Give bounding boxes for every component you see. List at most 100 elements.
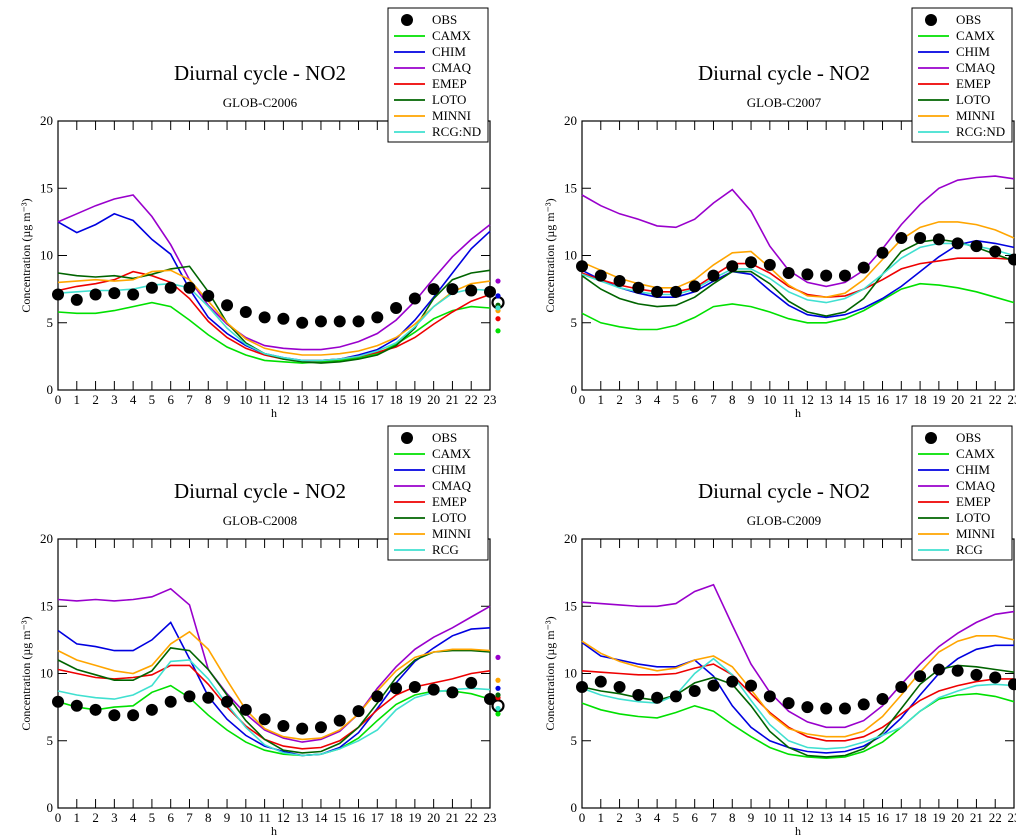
series-line-minni — [57, 630, 491, 741]
obs-point — [239, 305, 252, 318]
x-tick-label: 3 — [111, 810, 118, 825]
chart-panel-2006: Diurnal cycle - NO2 GLOB-C2006 0 1 2 3 4 5 6 7 8 9 1… — [0, 0, 508, 420]
x-tick-label: 12 — [801, 810, 814, 825]
x-tick-label: 17 — [895, 392, 909, 407]
mean-marker-loto — [495, 692, 501, 698]
chart-title: Diurnal cycle - NO2 — [698, 479, 870, 503]
x-tick-label: 15 — [333, 392, 346, 407]
x-axis-label: h — [271, 824, 277, 836]
x-tick-label: 0 — [579, 810, 586, 825]
legend-label: CAMX — [956, 446, 996, 461]
mean-marker-camx — [495, 711, 501, 717]
x-tick-label: 10 — [239, 392, 252, 407]
obs-point — [70, 293, 83, 306]
x-tick-label: 12 — [277, 810, 290, 825]
x-tick-label: 2 — [616, 810, 623, 825]
obs-point — [1008, 678, 1016, 691]
obs-point — [857, 261, 870, 274]
obs-point — [820, 702, 833, 715]
series-line-rcg-nd — [581, 242, 1015, 304]
chart-title: Diurnal cycle - NO2 — [174, 61, 346, 85]
obs-point — [782, 266, 795, 279]
y-tick-label: 15 — [564, 180, 577, 195]
obs-point — [632, 689, 645, 702]
x-tick-label: 9 — [224, 392, 231, 407]
x-tick-label: 17 — [371, 392, 385, 407]
obs-point — [202, 691, 215, 704]
mean-marker-minni — [495, 677, 501, 683]
y-tick-label: 10 — [564, 666, 577, 681]
x-tick-label: 5 — [673, 392, 680, 407]
obs-point — [314, 721, 327, 734]
obs-point — [745, 256, 758, 269]
obs-point — [296, 316, 309, 329]
x-tick-label: 14 — [314, 392, 328, 407]
x-tick-label: 18 — [390, 392, 403, 407]
x-tick-label: 20 — [427, 392, 440, 407]
series-line-camx — [57, 684, 491, 757]
series-line-loto — [57, 647, 491, 754]
obs-point — [726, 260, 739, 273]
legend-label: CHIM — [432, 44, 466, 59]
y-tick-label: 0 — [571, 382, 578, 397]
obs-point — [70, 699, 83, 712]
x-tick-label: 18 — [914, 392, 927, 407]
x-tick-label: 2 — [616, 392, 623, 407]
obs-point — [333, 315, 346, 328]
x-tick-label: 10 — [239, 810, 252, 825]
legend-label: OBS — [956, 430, 981, 445]
x-tick-label: 4 — [130, 810, 137, 825]
x-tick-label: 9 — [224, 810, 231, 825]
x-tick-label: 9 — [748, 810, 755, 825]
series-line-rcg — [581, 657, 1015, 750]
obs-point — [820, 269, 833, 282]
x-tick-label: 16 — [352, 810, 366, 825]
obs-point — [446, 686, 459, 699]
legend-label: LOTO — [432, 92, 466, 107]
x-axis-label: h — [795, 406, 801, 420]
obs-point — [763, 690, 776, 703]
chart-panel-2008: Diurnal cycle - NO2 GLOB-C2008 0 1 2 3 4 5 6 7 8 9 1… — [0, 418, 508, 836]
legend-box — [911, 425, 1013, 561]
x-tick-label: 12 — [801, 392, 814, 407]
legend-obs-marker — [401, 14, 413, 26]
x-tick-label: 13 — [820, 810, 833, 825]
x-tick-label: 15 — [333, 810, 346, 825]
obs-point — [239, 703, 252, 716]
chart-title: Diurnal cycle - NO2 — [698, 61, 870, 85]
series-line-camx — [581, 692, 1015, 760]
x-tick-label: 5 — [673, 810, 680, 825]
legend-label: CHIM — [432, 462, 466, 477]
legend-label: RCG — [432, 542, 459, 557]
obs-point — [763, 258, 776, 271]
legend-label: RCG:ND — [432, 124, 481, 139]
x-tick-label: 7 — [710, 392, 717, 407]
legend-obs-marker — [925, 14, 937, 26]
x-tick-label: 11 — [258, 810, 271, 825]
obs-point — [932, 663, 945, 676]
x-tick-label: 11 — [782, 392, 795, 407]
obs-point — [838, 269, 851, 282]
plot-frame — [57, 538, 491, 809]
x-tick-label: 8 — [729, 392, 736, 407]
x-tick-label: 8 — [205, 392, 212, 407]
obs-point — [632, 281, 645, 294]
obs-point — [277, 719, 290, 732]
x-tick-label: 4 — [130, 392, 137, 407]
legend-label: LOTO — [956, 92, 990, 107]
obs-point — [484, 285, 496, 298]
obs-point — [669, 285, 682, 298]
legend-label: RCG — [956, 542, 983, 557]
x-tick-label: 17 — [371, 810, 385, 825]
series-line-rcg-nd — [57, 282, 491, 362]
x-tick-label: 2 — [92, 392, 99, 407]
series-line-camx — [581, 282, 1015, 331]
mean-marker-chim — [495, 293, 501, 299]
x-axis-label: h — [271, 406, 277, 420]
obs-point — [465, 676, 478, 689]
obs-point — [390, 682, 403, 695]
obs-point — [989, 245, 1002, 258]
x-tick-label: 13 — [820, 392, 833, 407]
obs-point — [914, 670, 927, 683]
